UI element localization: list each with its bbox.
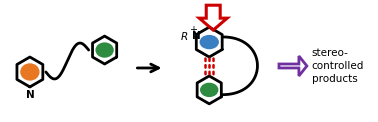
Text: N: N <box>26 90 34 100</box>
Text: N: N <box>192 31 201 41</box>
Ellipse shape <box>201 83 218 96</box>
Ellipse shape <box>96 43 113 57</box>
Text: stereo-
controlled
products: stereo- controlled products <box>312 48 364 84</box>
Text: R: R <box>181 32 188 42</box>
Ellipse shape <box>21 64 39 80</box>
Text: +: + <box>189 25 197 35</box>
Ellipse shape <box>200 36 218 49</box>
